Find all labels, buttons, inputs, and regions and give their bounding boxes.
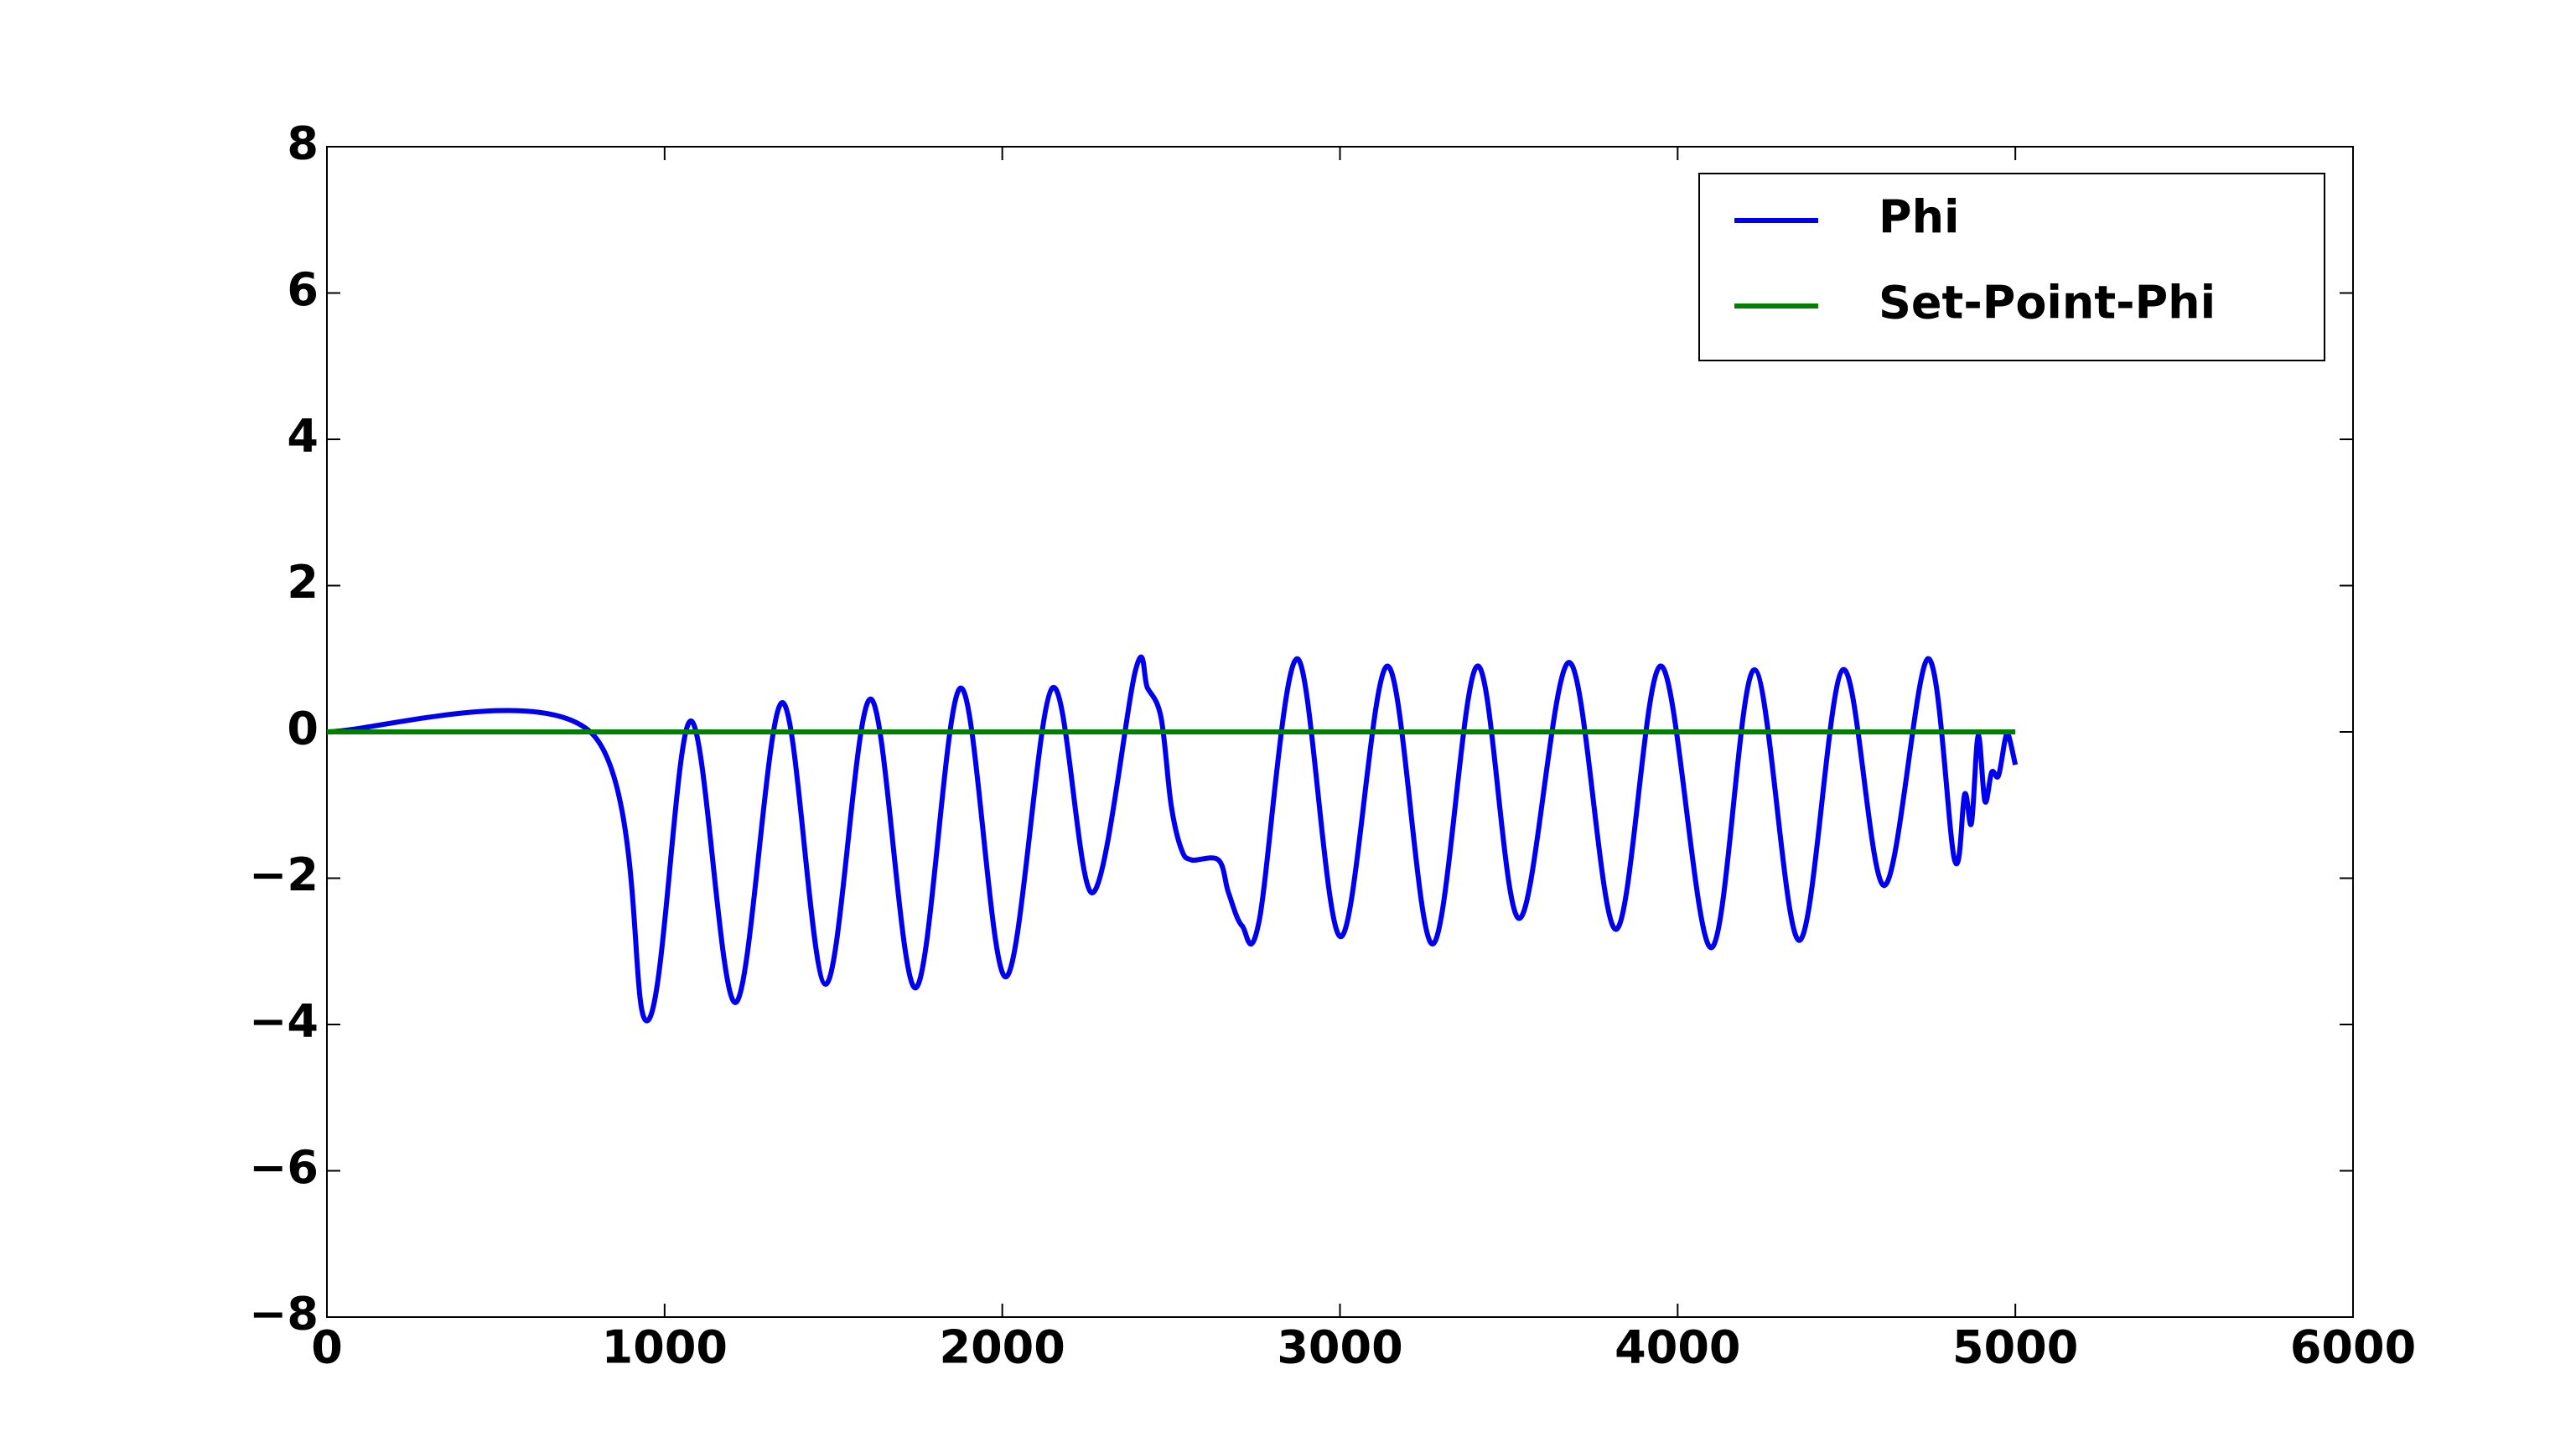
- y-tick-label: 8: [287, 117, 319, 170]
- series-line: [326, 654, 2019, 1024]
- x-tick-label: 3000: [1277, 1321, 1402, 1374]
- legend-box: [1698, 173, 2325, 361]
- x-tick-label: 1000: [602, 1321, 728, 1374]
- y-tick-label: −6: [249, 1141, 319, 1194]
- y-tick-label: 6: [287, 263, 319, 316]
- y-tick-label: −2: [249, 848, 319, 901]
- y-tick-label: −8: [249, 1288, 319, 1341]
- x-tick-label: 5000: [1952, 1321, 2078, 1374]
- legend-label: Set-Point-Phi: [1879, 277, 2216, 329]
- y-tick-label: −4: [249, 995, 319, 1048]
- legend-label: Phi: [1879, 191, 1960, 244]
- y-tick-label: 4: [287, 410, 319, 463]
- y-tick-label: 2: [287, 556, 319, 609]
- x-tick-label: 0: [311, 1321, 343, 1374]
- x-tick-label: 6000: [2290, 1321, 2416, 1374]
- y-tick-label: 0: [287, 703, 319, 755]
- x-tick-label: 2000: [940, 1321, 1065, 1374]
- x-tick-label: 4000: [1615, 1321, 1740, 1374]
